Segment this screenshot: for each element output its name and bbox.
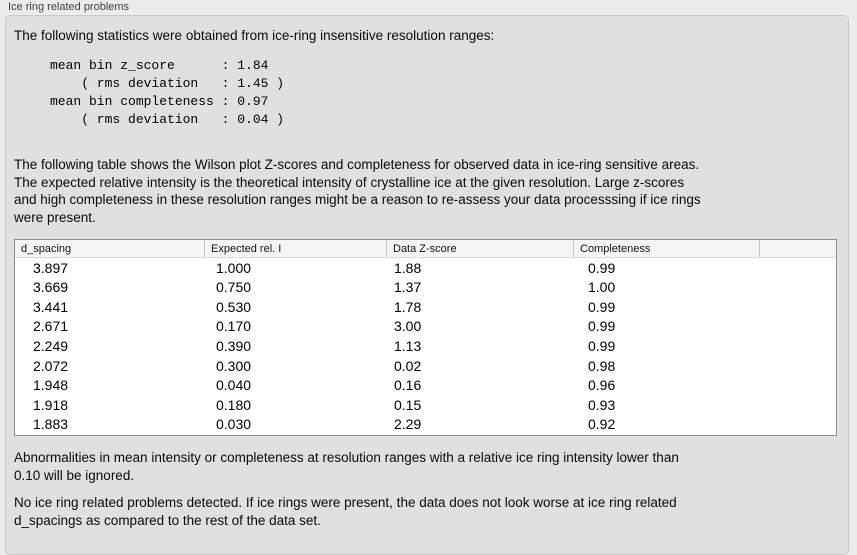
description-line: were present.: [14, 209, 96, 225]
stats-line-completeness: mean bin completeness : 0.97: [50, 94, 269, 109]
table-row[interactable]: 2.671 0.170 3.00 0.99: [15, 317, 836, 337]
table-cell: 1.948: [33, 377, 69, 394]
table-cell: 0.170: [216, 318, 252, 335]
table-row[interactable]: 2.072 0.300 0.02 0.98: [15, 356, 836, 376]
table-cell: 2.072: [33, 357, 69, 374]
description-line: The expected relative intensity is the t…: [14, 174, 685, 190]
table-cell: 1.88: [394, 259, 422, 276]
stats-line-zscore: mean bin z_score : 1.84: [50, 58, 269, 73]
table-row[interactable]: 2.249 0.390 1.13 0.99: [15, 336, 836, 356]
table-cell: 3.441: [33, 298, 69, 315]
column-header-expected-rel-i[interactable]: Expected rel. I: [204, 240, 386, 257]
column-header-spacer: [759, 240, 836, 257]
ice-ring-panel: { "panel": { "title": "Ice ring related …: [5, 1, 849, 555]
stats-line-completeness-rms: ( rms deviation : 0.04 ): [50, 112, 285, 127]
table-description-paragraph: The following table shows the Wilson plo…: [14, 156, 701, 226]
table-cell: 1.883: [33, 416, 69, 433]
table-cell: 1.000: [216, 259, 252, 276]
table-cell: 0.16: [394, 377, 422, 394]
table-cell: 3.669: [33, 279, 69, 296]
conclusion-line: d_spacings as compared to the rest of th…: [14, 512, 321, 528]
table-cell: 0.99: [588, 318, 616, 335]
table-cell: 2.29: [394, 416, 422, 433]
table-cell: 1.00: [588, 279, 616, 296]
table-cell: 1.37: [394, 279, 422, 296]
table-cell: 0.300: [216, 357, 252, 374]
table-row[interactable]: 1.883 0.030 2.29 0.92: [15, 415, 836, 435]
table-cell: 0.15: [394, 396, 422, 413]
column-header-completeness[interactable]: Completeness: [573, 240, 759, 257]
table-cell: 2.249: [33, 338, 69, 355]
table-cell: 0.92: [588, 416, 616, 433]
table-cell: 0.750: [216, 279, 252, 296]
table-cell: 0.99: [588, 298, 616, 315]
column-header-data-z-score[interactable]: Data Z-score: [386, 240, 573, 257]
table-cell: 1.918: [33, 396, 69, 413]
table-cell: 0.93: [588, 396, 616, 413]
conclusion-line: No ice ring related problems detected. I…: [14, 495, 677, 510]
ignore-note-line: 0.10 will be ignored.: [14, 467, 135, 483]
conclusion-paragraph: No ice ring related problems detected. I…: [14, 494, 677, 529]
table-cell: 3.00: [394, 318, 422, 335]
description-line: The following table shows the Wilson plo…: [14, 157, 700, 172]
ice-ring-table: d_spacing Expected rel. I Data Z-score C…: [14, 239, 837, 436]
groupbox-title: Ice ring related problems: [8, 1, 130, 13]
table-cell: 0.96: [588, 377, 616, 394]
stats-line-zscore-rms: ( rms deviation : 1.45 ): [50, 76, 285, 91]
table-body: 3.897 1.000 1.88 0.99 3.669 0.750 1.37 1…: [15, 258, 836, 434]
table-cell: 0.530: [216, 298, 252, 315]
table-row[interactable]: 3.669 0.750 1.37 1.00: [15, 278, 836, 298]
table-cell: 0.040: [216, 377, 252, 394]
description-line: and high completeness in these resolutio…: [14, 192, 701, 208]
table-cell: 1.13: [394, 338, 422, 355]
table-cell: 0.99: [588, 259, 616, 276]
table-cell: 3.897: [33, 259, 69, 276]
intro-paragraph: The following statistics were obtained f…: [14, 27, 494, 45]
table-cell: 0.030: [216, 416, 252, 433]
table-row[interactable]: 1.918 0.180 0.15 0.93: [15, 395, 836, 415]
table-cell: 1.78: [394, 298, 422, 315]
table-cell: 0.99: [588, 338, 616, 355]
table-cell: 0.98: [588, 357, 616, 374]
table-cell: 0.180: [216, 396, 252, 413]
intro-line: The following statistics were obtained f…: [14, 28, 495, 43]
ignore-note-paragraph: Abnormalities in mean intensity or compl…: [14, 449, 679, 484]
table-row[interactable]: 1.948 0.040 0.16 0.96: [15, 375, 836, 395]
table-cell: 0.390: [216, 338, 252, 355]
table-row[interactable]: 3.441 0.530 1.78 0.99: [15, 297, 836, 317]
table-row[interactable]: 3.897 1.000 1.88 0.99: [15, 258, 836, 278]
table-cell: 0.02: [394, 357, 422, 374]
table-cell: 2.671: [33, 318, 69, 335]
stats-block: mean bin z_score : 1.84 ( rms deviation …: [50, 57, 284, 129]
ignore-note-line: Abnormalities in mean intensity or compl…: [14, 450, 679, 465]
table-header-row: d_spacing Expected rel. I Data Z-score C…: [15, 240, 836, 258]
column-header-d-spacing[interactable]: d_spacing: [21, 242, 72, 255]
